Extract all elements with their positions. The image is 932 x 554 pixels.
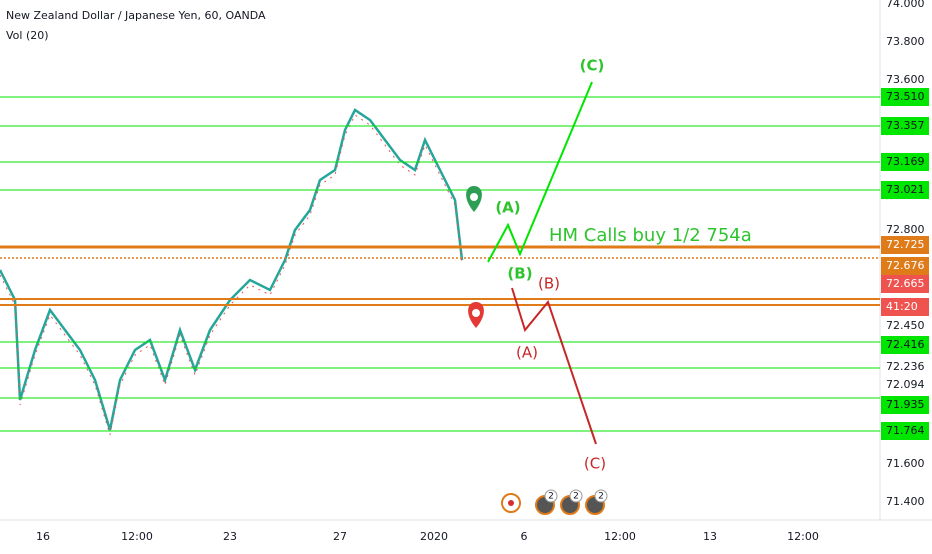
buy-pin-dot [470,193,478,201]
countdown-label: 41:20 [886,300,918,313]
price-tick: 73.800 [886,35,925,48]
badge [544,489,558,503]
badge-count: 2 [598,492,604,502]
badge [569,489,583,503]
green-level-label: 73.169 [886,155,925,168]
level-label: 72.450 [886,319,925,332]
badge-count: 2 [548,492,554,502]
level-label-bg [881,317,929,335]
green-level-label-bg [881,88,929,106]
orange-level-label: 72.676 [886,259,925,272]
green-level-label-bg [881,181,929,199]
price-tick: 72.800 [886,223,925,236]
price-path-shadow [0,114,463,436]
note: HM Calls buy 1/2 754a [549,225,752,246]
green-level-label-bg [881,422,929,440]
bear-wave-label: (C) [584,455,606,473]
green-level-label: 73.510 [886,90,925,103]
green-level-label-bg [881,336,929,354]
time-tick: 2020 [420,530,448,543]
level-label-bg [881,376,929,394]
sell-pin-dot [472,309,480,317]
bear-wave-path [511,287,597,445]
badge-count: 2 [573,492,579,502]
event-icon-dot [508,500,514,506]
green-level-label: 72.416 [886,338,925,351]
price-tick: 73.600 [886,73,925,86]
level-label: 72.236 [886,360,925,373]
time-tick: 13 [703,530,717,543]
green-level-label-bg [881,396,929,414]
time-tick: 12:00 [121,530,153,543]
orange-level-label-bg [881,236,929,254]
countdown-label-bg [881,298,929,316]
price-path [0,108,464,431]
bull-wave-label: (B) [507,265,532,283]
time-tick: 12:00 [787,530,819,543]
time-tick: 6 [521,530,528,543]
current-price-label-bg [881,275,929,293]
bear-wave-label: (B) [538,275,560,293]
time-tick: 27 [333,530,347,543]
level-label: 72.094 [886,378,925,391]
symbol-title: New Zealand Dollar / Japanese Yen, 60, O… [6,9,266,22]
green-level-label: 73.357 [886,119,925,132]
bull-wave-path [487,81,593,263]
time-tick: 16 [36,530,50,543]
green-level-label-bg [881,117,929,135]
price-tick: 71.600 [886,457,925,470]
price-tick: 71.400 [886,495,925,508]
green-level-label: 71.764 [886,424,925,437]
green-level-label: 71.935 [886,398,925,411]
level-label-bg [881,358,929,376]
price-tick: 74.000 [886,0,925,10]
green-level-label-bg [881,153,929,171]
bull-wave-label: (A) [495,199,520,217]
time-tick: 23 [223,530,237,543]
badge [594,489,608,503]
time-tick: 12:00 [604,530,636,543]
current-price-label: 72.665 [886,277,925,290]
indicator-label: Vol (20) [6,29,49,42]
bull-wave-label: (C) [580,57,605,75]
bear-wave-label: (A) [516,344,538,362]
green-level-label: 73.021 [886,183,925,196]
orange-level-label-bg [881,257,929,275]
orange-level-label: 72.725 [886,238,925,251]
